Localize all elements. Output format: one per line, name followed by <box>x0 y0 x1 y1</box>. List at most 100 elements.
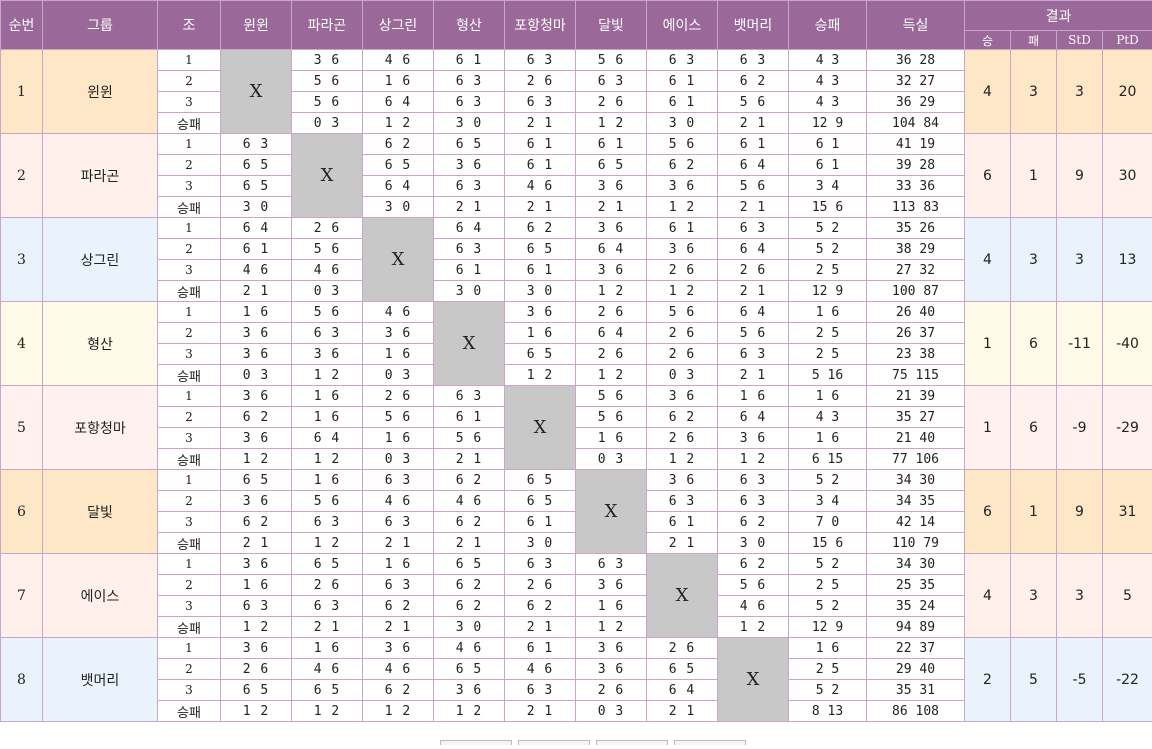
match-score-cell: 6 3 <box>718 218 789 239</box>
round-label-cell: 3 <box>158 512 221 533</box>
self-match-x-cell: X <box>718 638 789 722</box>
match-score-cell: 2 1 <box>434 197 505 218</box>
team-name-cell: 포항청마 <box>43 386 158 470</box>
round-label-cell: 2 <box>158 491 221 512</box>
team-name-cell: 뱃머리 <box>43 638 158 722</box>
match-score-cell: 6 1 <box>647 71 718 92</box>
round-label-cell: 승패 <box>158 701 221 722</box>
sheet-tab[interactable] <box>596 740 668 745</box>
match-score-cell: 6 1 <box>221 239 292 260</box>
match-score-cell: 6 3 <box>576 554 647 575</box>
match-score-cell: 6 4 <box>576 323 647 344</box>
match-score-cell: 6 1 <box>718 134 789 155</box>
match-score-cell: 6 1 <box>576 134 647 155</box>
match-score-cell: 6 4 <box>718 239 789 260</box>
match-score-cell: 1 2 <box>505 365 576 386</box>
score-total-cell: 75 115 <box>867 365 965 386</box>
match-score-cell: 0 3 <box>292 113 363 134</box>
match-score-cell: 6 3 <box>363 470 434 491</box>
match-score-cell: 2 6 <box>647 638 718 659</box>
score-total-cell: 26 37 <box>867 323 965 344</box>
winloss-total-cell: 4 3 <box>789 407 867 428</box>
match-score-cell: 6 2 <box>647 407 718 428</box>
match-score-cell: 6 4 <box>363 176 434 197</box>
match-score-cell: 6 3 <box>221 134 292 155</box>
team-name-cell: 형산 <box>43 302 158 386</box>
match-score-cell: 2 1 <box>647 533 718 554</box>
round-label-cell: 2 <box>158 71 221 92</box>
sheet-tab[interactable] <box>440 740 512 745</box>
match-score-cell: 2 6 <box>718 260 789 281</box>
match-score-cell: 3 0 <box>505 533 576 554</box>
score-total-cell: 86 108 <box>867 701 965 722</box>
match-score-cell: 6 2 <box>221 407 292 428</box>
score-total-cell: 35 24 <box>867 596 965 617</box>
match-score-cell: 6 2 <box>718 554 789 575</box>
result-std-cell: 9 <box>1057 134 1103 218</box>
winloss-total-cell: 2 5 <box>789 575 867 596</box>
winloss-total-cell: 5 2 <box>789 470 867 491</box>
match-score-cell: 2 6 <box>647 323 718 344</box>
match-score-cell: 2 6 <box>505 575 576 596</box>
match-score-cell: 2 6 <box>647 428 718 449</box>
self-match-x-cell: X <box>434 302 505 386</box>
match-score-cell: 6 4 <box>718 155 789 176</box>
match-score-cell: 5 6 <box>292 92 363 113</box>
score-total-cell: 25 35 <box>867 575 965 596</box>
match-score-cell: 6 3 <box>647 50 718 71</box>
score-total-cell: 21 39 <box>867 386 965 407</box>
match-score-cell: 1 6 <box>718 386 789 407</box>
score-total-cell: 32 27 <box>867 71 965 92</box>
match-score-cell: 3 6 <box>647 239 718 260</box>
match-score-cell: 3 6 <box>576 638 647 659</box>
round-label-cell: 승패 <box>158 281 221 302</box>
match-score-cell: 2 1 <box>718 365 789 386</box>
result-wins-cell: 4 <box>965 554 1011 638</box>
self-match-x-cell: X <box>647 554 718 638</box>
score-total-cell: 21 40 <box>867 428 965 449</box>
winloss-total-cell: 12 9 <box>789 113 867 134</box>
league-standings-table: 순번 그룹 조 윈윈 파라곤 상그린 형산 포항청마 달빛 에이스 뱃머리 승패… <box>0 0 1152 722</box>
round-label-cell: 3 <box>158 92 221 113</box>
sheet-tab[interactable] <box>518 740 590 745</box>
match-score-cell: 6 4 <box>718 407 789 428</box>
match-score-cell: 6 3 <box>576 71 647 92</box>
result-wins-cell: 4 <box>965 218 1011 302</box>
result-wins-cell: 1 <box>965 386 1011 470</box>
match-score-cell: 3 6 <box>221 491 292 512</box>
score-total-cell: 39 28 <box>867 155 965 176</box>
match-score-cell: 5 6 <box>292 491 363 512</box>
match-score-cell: 6 2 <box>434 470 505 491</box>
match-score-cell: 3 6 <box>576 218 647 239</box>
score-total-cell: 23 38 <box>867 344 965 365</box>
header-team-2: 파라곤 <box>292 1 363 50</box>
match-score-cell: 1 2 <box>292 365 363 386</box>
match-score-cell: 6 2 <box>505 596 576 617</box>
match-score-cell: 2 6 <box>647 260 718 281</box>
match-score-cell: 3 6 <box>647 470 718 491</box>
match-score-cell: 6 3 <box>647 491 718 512</box>
match-score-cell: 3 0 <box>718 533 789 554</box>
sheet-tabs <box>440 730 770 734</box>
match-score-cell: 2 1 <box>221 281 292 302</box>
match-score-cell: 4 6 <box>505 659 576 680</box>
match-score-cell: 6 5 <box>434 659 505 680</box>
score-total-cell: 77 106 <box>867 449 965 470</box>
score-total-cell: 113 83 <box>867 197 965 218</box>
match-score-cell: 6 5 <box>434 134 505 155</box>
match-score-cell: 1 6 <box>221 575 292 596</box>
match-score-cell: 3 6 <box>221 428 292 449</box>
score-total-cell: 34 30 <box>867 554 965 575</box>
sheet-tab[interactable] <box>674 740 746 745</box>
team-name-cell: 상그린 <box>43 218 158 302</box>
round-label-cell: 2 <box>158 407 221 428</box>
match-score-cell: 1 2 <box>576 617 647 638</box>
winloss-total-cell: 4 3 <box>789 71 867 92</box>
match-score-cell: 6 5 <box>221 176 292 197</box>
result-wins-cell: 6 <box>965 134 1011 218</box>
score-total-cell: 29 40 <box>867 659 965 680</box>
winloss-total-cell: 6 1 <box>789 155 867 176</box>
match-score-cell: 6 3 <box>292 512 363 533</box>
match-score-cell: 4 6 <box>363 491 434 512</box>
